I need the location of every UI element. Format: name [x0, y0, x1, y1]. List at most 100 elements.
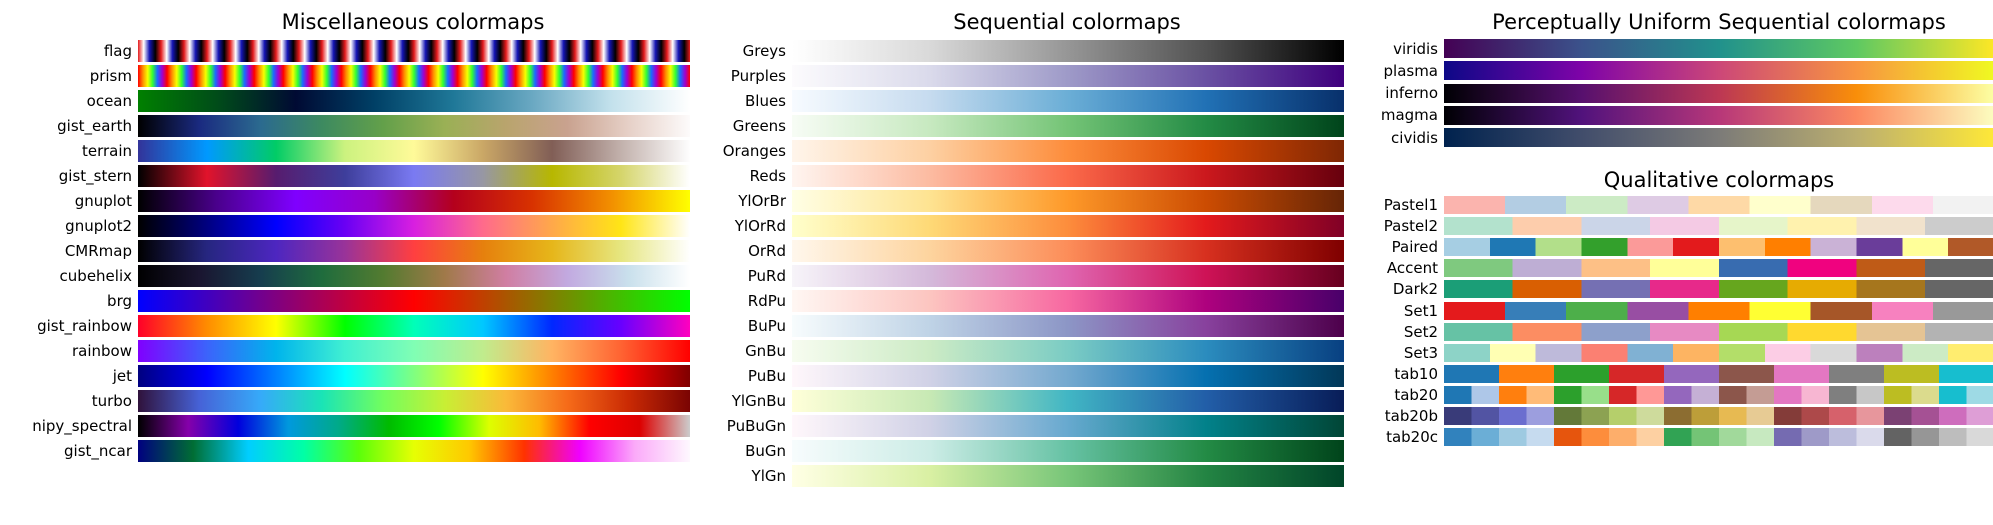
colormap-bar-pubu	[792, 365, 1344, 387]
qualitative-panel-title: Qualitative colormaps	[1603, 168, 1835, 192]
colormap-label-cividis: cividis	[1391, 128, 1438, 147]
colormap-label-ocean: ocean	[86, 92, 132, 110]
colormap-bar-greens	[792, 115, 1344, 137]
colormap-bar-cmrmap	[138, 240, 690, 262]
colormap-bar-viridis	[1444, 39, 1993, 58]
colormap-bar-magma	[1444, 105, 1993, 125]
colormap-label-oranges: Oranges	[722, 142, 786, 160]
colormap-label-rainbow: rainbow	[72, 342, 132, 360]
colormap-bar-bupu	[792, 315, 1344, 337]
colormap-label-greys: Greys	[742, 42, 786, 60]
colormap-bar-brg	[138, 290, 690, 312]
colormap-bar-pastel2	[1444, 217, 1993, 236]
colormap-bar-orrd	[792, 240, 1344, 262]
colormap-label-set1: Set1	[1403, 301, 1438, 320]
colormap-label-gnbu: GnBu	[745, 342, 786, 360]
colormap-bar-reds	[792, 165, 1344, 187]
colormap-label-brg: brg	[107, 292, 132, 310]
colormap-bar-ylorrd	[792, 215, 1344, 237]
colormap-label-greens: Greens	[732, 117, 786, 135]
colormap-label-viridis: viridis	[1393, 39, 1438, 58]
colormap-bar-gnbu	[792, 340, 1344, 362]
colormap-label-gnuplot: gnuplot	[74, 192, 132, 210]
colormap-label-cmrmap: CMRmap	[64, 242, 132, 260]
colormap-label-ylorrd: YlOrRd	[734, 217, 786, 235]
colormap-bar-set2	[1444, 322, 1993, 341]
colormap-bar-tab10	[1444, 364, 1993, 383]
colormap-bar-ylgn	[792, 465, 1344, 487]
colormap-label-gnuplot2: gnuplot2	[65, 217, 132, 235]
colormap-label-accent: Accent	[1386, 259, 1438, 278]
colormap-label-orrd: OrRd	[748, 242, 786, 260]
colormap-bar-ylgnbu	[792, 390, 1344, 412]
colormap-bar-nipy-spectral	[138, 415, 690, 437]
colormap-label-tab20b: tab20b	[1384, 407, 1438, 425]
colormap-label-pastel1: Pastel1	[1383, 196, 1438, 214]
colormap-label-tab20c: tab20c	[1386, 428, 1438, 447]
colormap-label-inferno: inferno	[1385, 84, 1438, 103]
colormap-bar-jet	[138, 365, 690, 387]
colormap-label-blues: Blues	[744, 92, 786, 110]
colormap-bar-tab20c	[1444, 428, 1993, 447]
colormap-bar-cividis	[1444, 128, 1993, 148]
colormap-bar-flag	[138, 40, 690, 62]
colormap-label-ylgn: YlGn	[751, 467, 786, 485]
colormap-label-rdpu: RdPu	[747, 292, 786, 310]
colormap-bar-accent	[1444, 259, 1993, 278]
colormap-label-dark2: Dark2	[1392, 280, 1438, 299]
colormap-bar-purd	[792, 265, 1344, 287]
colormap-bar-gist-earth	[138, 115, 690, 137]
colormap-bar-gist-stern	[138, 165, 690, 187]
colormap-bar-inferno	[1444, 83, 1993, 103]
colormap-label-cubehelix: cubehelix	[59, 267, 132, 285]
colormap-label-magma: magma	[1380, 106, 1438, 125]
colormap-bar-gist-ncar	[138, 440, 690, 462]
colormap-label-set2: Set2	[1403, 322, 1438, 341]
colormap-bar-ocean	[138, 90, 690, 112]
colormap-bar-greys	[792, 40, 1344, 62]
colormap-bar-purples	[792, 65, 1344, 87]
colormap-label-ylorbr: YlOrBr	[738, 192, 786, 210]
perceptual-panel-title: Perceptually Uniform Sequential colormap…	[1492, 10, 1946, 34]
colormap-bar-terrain	[138, 140, 690, 162]
colormap-label-turbo: turbo	[91, 392, 132, 410]
colormap-bar-plasma	[1444, 61, 1993, 81]
colormap-bar-oranges	[792, 140, 1344, 162]
colormap-label-pastel2: Pastel2	[1383, 217, 1438, 236]
colormap-bar-ylorbr	[792, 190, 1344, 212]
colormap-bar-turbo	[138, 390, 690, 412]
colormap-bar-gist-rainbow	[138, 315, 690, 337]
colormap-label-prism: prism	[89, 67, 132, 85]
sequential-panel-title: Sequential colormaps	[953, 10, 1181, 34]
colormap-bar-paired	[1444, 238, 1993, 257]
colormap-label-paired: Paired	[1391, 238, 1438, 257]
colormap-label-bugn: BuGn	[745, 442, 786, 460]
misc-panel-title: Miscellaneous colormaps	[281, 10, 545, 34]
colormap-label-bupu: BuPu	[747, 317, 786, 335]
colormap-bar-rainbow	[138, 340, 690, 362]
colormap-label-set3: Set3	[1403, 343, 1438, 362]
colormap-label-tab20: tab20	[1394, 385, 1438, 404]
colormap-label-jet: jet	[112, 367, 132, 385]
colormap-bar-pubugn	[792, 415, 1344, 437]
colormap-bar-set1	[1444, 301, 1993, 320]
colormap-bar-pastel1	[1444, 196, 1993, 214]
colormap-label-purples: Purples	[730, 67, 786, 85]
colormap-label-ylgnbu: YlGnBu	[731, 392, 786, 410]
colormap-bar-prism	[138, 65, 690, 87]
colormap-label-tab10: tab10	[1394, 364, 1438, 383]
colormap-bar-tab20	[1444, 385, 1993, 404]
colormap-label-gist-ncar: gist_ncar	[64, 442, 132, 460]
colormap-bar-gnuplot2	[138, 215, 690, 237]
colormap-bar-blues	[792, 90, 1344, 112]
colormap-bar-dark2	[1444, 280, 1993, 299]
colormap-label-purd: PuRd	[747, 267, 786, 285]
colormap-label-terrain: terrain	[81, 142, 132, 160]
colormap-label-gist-earth: gist_earth	[57, 117, 132, 135]
colormap-bar-rdpu	[792, 290, 1344, 312]
colormap-label-reds: Reds	[749, 167, 786, 185]
colormap-label-pubu: PuBu	[747, 367, 786, 385]
colormap-label-gist-stern: gist_stern	[58, 167, 132, 185]
colormap-label-nipy-spectral: nipy_spectral	[32, 417, 132, 435]
colormap-bar-gnuplot	[138, 190, 690, 212]
